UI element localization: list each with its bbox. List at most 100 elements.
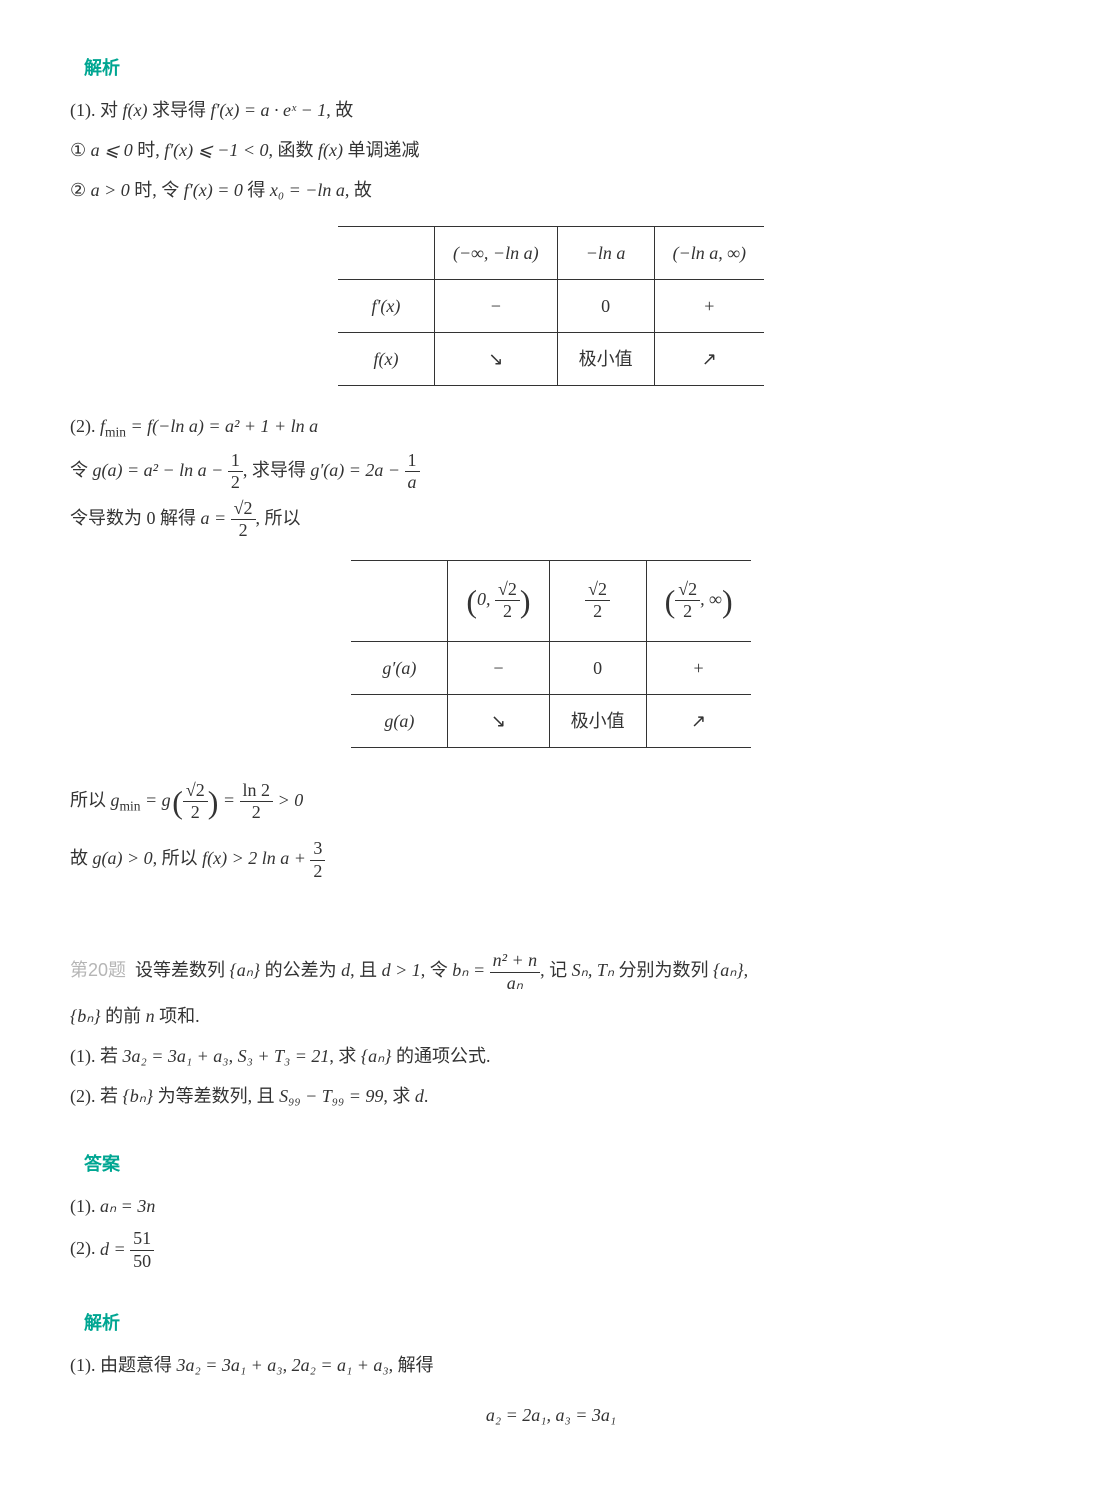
math: aₙ = 3n bbox=[100, 1196, 155, 1216]
answer-1: (1). aₙ = 3n bbox=[70, 1188, 1032, 1224]
table-header: (√22, ∞) bbox=[646, 560, 751, 641]
text: 令导数为 0 解得 bbox=[70, 508, 201, 528]
math: d bbox=[341, 960, 350, 980]
text: 时, 令 bbox=[130, 180, 184, 200]
den: 2 bbox=[228, 472, 243, 494]
num: √2 bbox=[183, 780, 208, 803]
text: , 求导得 bbox=[243, 460, 311, 480]
num: 1 bbox=[405, 450, 420, 473]
den: 2 bbox=[310, 861, 325, 883]
para-1-3: ② a > 0 时, 令 f′(x) = 0 得 x₀ = −ln a, 故 bbox=[70, 172, 1032, 208]
question-20-cont: {bₙ} 的前 n 项和. bbox=[70, 998, 1032, 1034]
text: ① bbox=[70, 140, 91, 160]
table-cell-blank bbox=[351, 560, 448, 641]
sol2-p1: (1). 由题意得 3a₂ = 3a₁ + a₃, 2a₂ = a₁ + a₃,… bbox=[70, 1347, 1032, 1383]
math: d > 1 bbox=[382, 960, 421, 980]
para-2-1: (2). fmin = f(−ln a) = a² + 1 + ln a bbox=[70, 408, 1032, 446]
math: f(x) bbox=[318, 140, 343, 160]
den: 50 bbox=[130, 1251, 154, 1273]
num: 51 bbox=[130, 1228, 154, 1251]
table-header: (−∞, −ln a) bbox=[434, 227, 557, 280]
text: 项和. bbox=[155, 1006, 200, 1026]
text: 求导得 bbox=[147, 100, 210, 120]
table-cell: + bbox=[646, 641, 751, 694]
num: ln 2 bbox=[240, 780, 274, 803]
math: g(a) > 0 bbox=[93, 848, 153, 868]
text: , ∞ bbox=[700, 589, 722, 609]
math: n bbox=[146, 1006, 155, 1026]
table-cell: + bbox=[654, 280, 764, 333]
para-1-2: ① a ⩽ 0 时, f′(x) ⩽ −1 < 0, 函数 f(x) 单调递减 bbox=[70, 132, 1032, 168]
text: 的公差为 bbox=[260, 960, 341, 980]
text: , 记 bbox=[540, 960, 572, 980]
question-20: 第20题 设等差数列 {aₙ} 的公差为 d, 且 d > 1, 令 bₙ = … bbox=[70, 950, 1032, 994]
text: a = bbox=[201, 508, 231, 528]
math: 3a₂ = 3a₁ + a₃ bbox=[177, 1355, 283, 1375]
math: a ⩽ 0 bbox=[91, 140, 133, 160]
den: 2 bbox=[183, 802, 208, 824]
text: 单调递减 bbox=[343, 140, 420, 160]
math: {aₙ} bbox=[361, 1046, 392, 1066]
table-cell: − bbox=[434, 280, 557, 333]
text: 设等差数列 bbox=[135, 960, 230, 980]
num: 1 bbox=[228, 450, 243, 473]
math: {aₙ} bbox=[230, 960, 261, 980]
math: f′(x) = 0 bbox=[184, 180, 243, 200]
math: x₀ = −ln a bbox=[270, 180, 345, 200]
table-row-label: g(a) bbox=[351, 694, 448, 747]
text: 分别为数列 bbox=[614, 960, 713, 980]
num: √2 bbox=[495, 579, 520, 602]
table-row-label: f′(x) bbox=[338, 280, 435, 333]
den: 2 bbox=[495, 601, 520, 623]
text: = g bbox=[141, 790, 171, 810]
table-cell: − bbox=[448, 641, 549, 694]
math: Sₙ, Tₙ bbox=[572, 960, 614, 980]
math: 2a₂ = a₁ + a₃ bbox=[292, 1355, 389, 1375]
den: 2 bbox=[240, 802, 274, 824]
table-cell: ↘ bbox=[448, 694, 549, 747]
text: , 解得 bbox=[389, 1355, 434, 1375]
math: f(x) > 2 ln a + 32 bbox=[202, 848, 325, 868]
text: > 0 bbox=[273, 790, 303, 810]
para-1-1: (1). 对 f(x) 求导得 f′(x) = a · eˣ − 1, 故 bbox=[70, 92, 1032, 128]
question-20-part1: (1). 若 3a₂ = 3a₁ + a₃, S₃ + T₃ = 21, 求 {… bbox=[70, 1038, 1032, 1074]
text: (1). 若 bbox=[70, 1046, 123, 1066]
text: (1). 由题意得 bbox=[70, 1355, 177, 1375]
text: , bbox=[744, 960, 749, 980]
text: (2). bbox=[70, 1239, 100, 1259]
table-cell: ↗ bbox=[646, 694, 751, 747]
math: S₉₉ − T₉₉ = 99 bbox=[279, 1086, 383, 1106]
table-header: (−ln a, ∞) bbox=[654, 227, 764, 280]
den: a bbox=[405, 472, 420, 494]
sign-table-1: (−∞, −ln a) −ln a (−ln a, ∞) f′(x) − 0 +… bbox=[338, 226, 764, 386]
text: , 函数 bbox=[269, 140, 319, 160]
text: , bbox=[229, 1046, 238, 1066]
text: (1). bbox=[70, 1196, 100, 1216]
sub: min bbox=[105, 425, 126, 440]
num: n² + n bbox=[490, 950, 541, 973]
math: g(a) = a² − ln a − 12 bbox=[93, 460, 243, 480]
den: 2 bbox=[585, 601, 610, 623]
text: (2). 若 bbox=[70, 1086, 123, 1106]
text: . bbox=[424, 1086, 429, 1106]
num: √2 bbox=[675, 579, 700, 602]
spacer bbox=[70, 886, 1032, 946]
text: bₙ = bbox=[452, 960, 489, 980]
math: a = √22 bbox=[201, 508, 256, 528]
math: d bbox=[415, 1086, 424, 1106]
num: √2 bbox=[585, 579, 610, 602]
text: = f(−ln a) = a² + 1 + ln a bbox=[126, 416, 318, 436]
table-cell: 0 bbox=[557, 280, 654, 333]
math: f′(x) ⩽ −1 < 0 bbox=[164, 140, 268, 160]
text: , 所以 bbox=[153, 848, 203, 868]
section-label-analysis-2: 解析 bbox=[84, 1305, 1032, 1341]
text: 令 bbox=[70, 460, 93, 480]
text: g(a) = a² − ln a − bbox=[93, 460, 228, 480]
text: ② bbox=[70, 180, 91, 200]
text: d = bbox=[100, 1239, 130, 1259]
text: , 故 bbox=[345, 180, 372, 200]
para-3-1: 所以 gmin = g (√22) = ln 22 > 0 bbox=[70, 770, 1032, 834]
text: (1). 对 bbox=[70, 100, 123, 120]
math: {aₙ} bbox=[713, 960, 744, 980]
table-cell: ↗ bbox=[654, 333, 764, 386]
